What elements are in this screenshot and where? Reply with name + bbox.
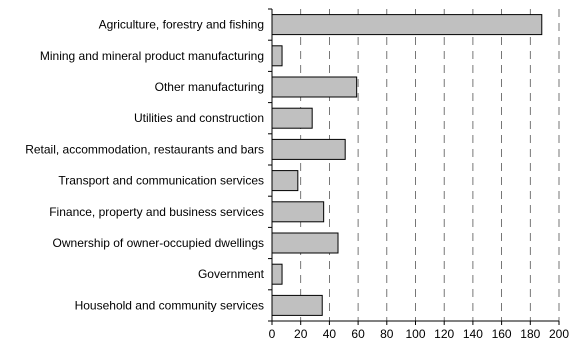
- x-tick-label-120: 120: [434, 327, 454, 341]
- x-tick-label-160: 160: [492, 327, 512, 341]
- category-labels: Agriculture, forestry and fishing Mining …: [25, 18, 264, 313]
- bars: [271, 14, 543, 316]
- bar-5: [271, 170, 299, 192]
- gridlines: [300, 9, 560, 321]
- category-label-7: Ownership of owner-occupied dwellings: [53, 236, 264, 250]
- category-label-9: Household and community services: [75, 298, 264, 312]
- x-tick-label-80: 80: [380, 327, 394, 341]
- bar-1: [271, 45, 283, 67]
- bar-2: [271, 76, 358, 98]
- bar-6: [271, 201, 325, 223]
- x-tick-label-40: 40: [323, 327, 337, 341]
- category-label-6: Finance, property and business services: [49, 205, 264, 219]
- bar-4: [271, 138, 346, 160]
- axes: [268, 8, 560, 325]
- bar-3: [271, 107, 313, 129]
- bar-9: [271, 294, 323, 316]
- x-tick-label-180: 180: [520, 327, 540, 341]
- x-tick-labels: 0 20 40 60 80 100 120 140 160 180 200: [269, 327, 570, 341]
- x-tick-label-100: 100: [405, 327, 425, 341]
- x-tick-label-20: 20: [294, 327, 308, 341]
- category-label-8: Government: [198, 267, 265, 281]
- x-tick-label-60: 60: [351, 327, 365, 341]
- bar-8: [271, 263, 283, 285]
- category-label-5: Transport and communication services: [58, 174, 264, 188]
- category-label-4: Retail, accommodation, restaurants and b…: [25, 142, 264, 156]
- category-label-2: Other manufacturing: [155, 80, 264, 94]
- category-label-3: Utilities and construction: [134, 111, 264, 125]
- bar-0: [271, 14, 543, 36]
- bar-7: [271, 232, 339, 254]
- x-tick-label-140: 140: [463, 327, 483, 341]
- category-label-0: Agriculture, forestry and fishing: [99, 18, 264, 32]
- x-tick-label-200: 200: [549, 327, 569, 341]
- x-tick-label-0: 0: [269, 327, 276, 341]
- category-label-1: Mining and mineral product manufacturing: [40, 49, 264, 63]
